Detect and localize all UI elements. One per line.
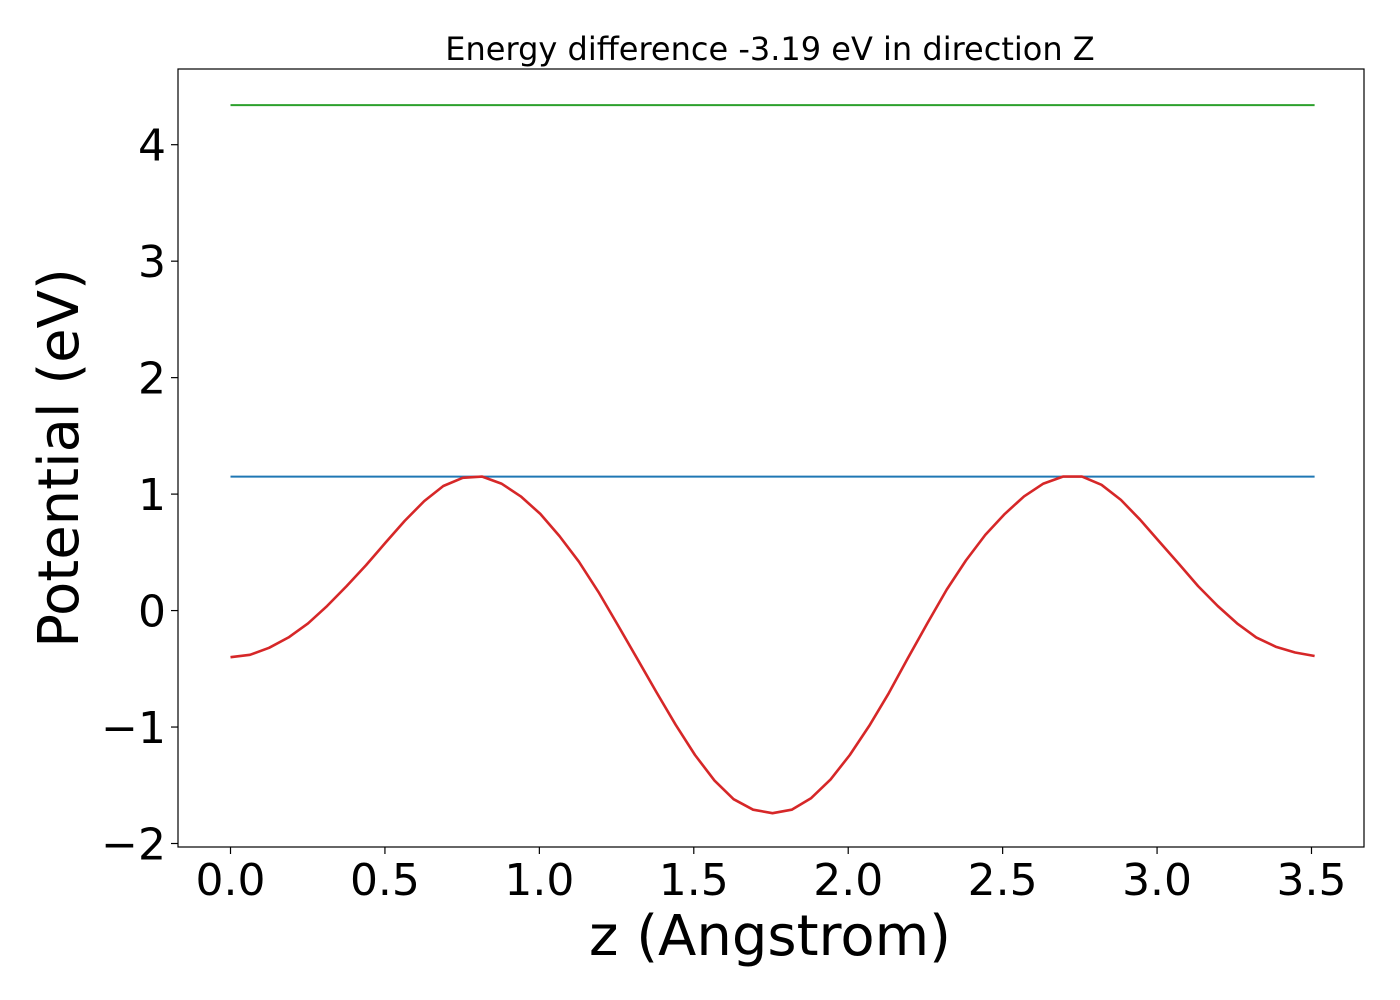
x-tick-label-1: 0.5 [350,855,420,906]
y-tick-label-5: 3 [138,237,166,288]
x-tick-label-4: 2.0 [813,855,883,906]
y-tick-label-3: 1 [138,470,166,521]
y-tick-label-6: 4 [138,121,166,172]
x-axis: 0.0 0.5 1.0 1.5 2.0 2.5 3.0 3.5 [196,847,1347,906]
x-tick-label-3: 1.5 [659,855,729,906]
plot-area [230,104,1315,815]
x-tick-label-5: 2.5 [968,855,1038,906]
y-tick-label-1: −1 [101,703,166,754]
x-tick-label-2: 1.0 [504,855,574,906]
y-tick-label-0: −2 [101,820,166,871]
axes-frame [177,68,1365,848]
y-axis: −2 −1 0 1 2 3 4 [101,121,178,871]
chart-title: Energy difference -3.19 eV in direction … [445,30,1094,68]
y-tick-label-2: 0 [138,587,166,638]
y-axis-label: Potential (eV) [27,268,92,648]
y-tick-label-4: 2 [138,354,166,405]
x-tick-label-0: 0.0 [196,855,266,906]
series-line-2 [230,475,1315,815]
x-tick-label-7: 3.5 [1277,855,1347,906]
x-axis-label: z (Angstrom) [589,904,951,969]
x-tick-label-6: 3.0 [1122,855,1192,906]
